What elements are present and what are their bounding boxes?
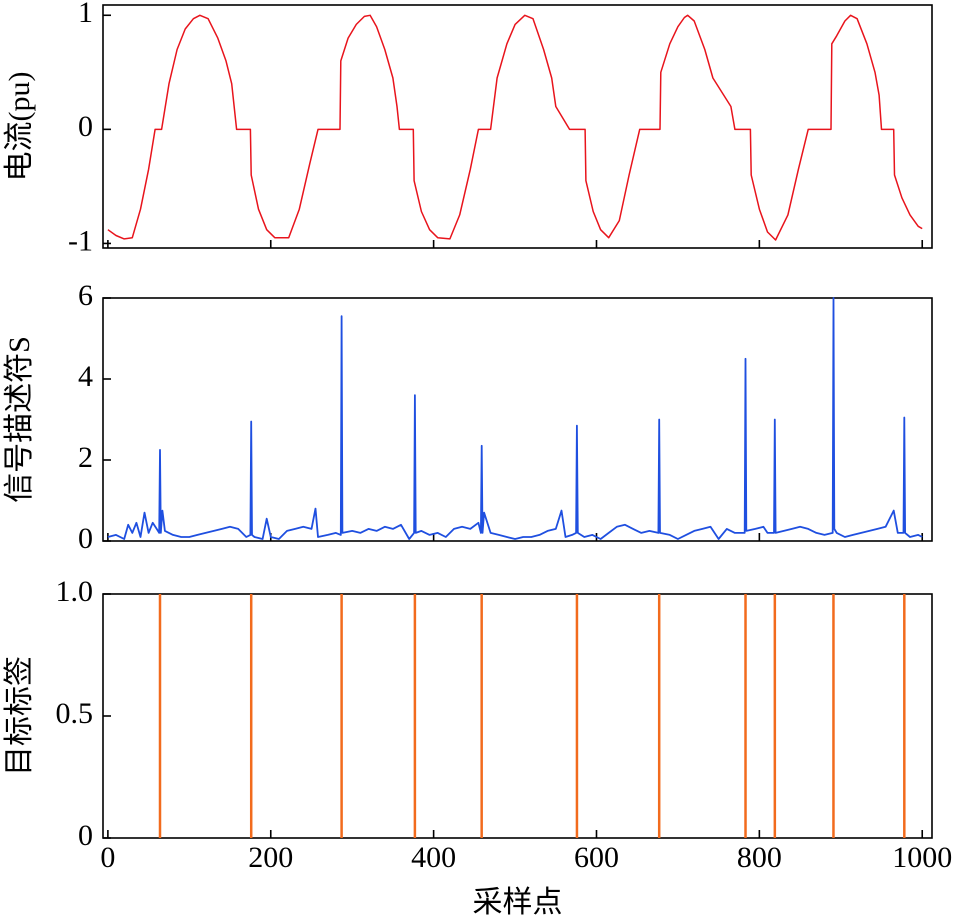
y-tick-label: 0 bbox=[78, 522, 93, 555]
plot-frame bbox=[102, 4, 933, 249]
x-tick-label: 600 bbox=[574, 841, 619, 874]
y-tick-label: -1 bbox=[68, 224, 93, 257]
y-tick-label: 1.0 bbox=[56, 575, 94, 608]
y-tick-label: 1 bbox=[78, 0, 93, 29]
plot-frame bbox=[102, 297, 933, 542]
x-tick-label: 200 bbox=[248, 841, 293, 874]
y-tick-label: 0 bbox=[78, 819, 93, 852]
y-tick-label: 0 bbox=[78, 110, 93, 143]
y-tick-label: 6 bbox=[78, 279, 93, 312]
data-line bbox=[107, 297, 923, 540]
x-axis-label: 采样点 bbox=[473, 886, 563, 919]
x-tick-label: 1000 bbox=[892, 841, 952, 874]
x-tick-label: 800 bbox=[737, 841, 782, 874]
y-axis-label: 电流(pu) bbox=[3, 72, 36, 182]
y-tick-label: 2 bbox=[78, 441, 93, 474]
y-axis-label: 目标标签 bbox=[3, 656, 36, 776]
x-tick-label: 0 bbox=[100, 841, 115, 874]
y-tick-label: 4 bbox=[78, 360, 93, 393]
x-tick-label: 400 bbox=[411, 841, 456, 874]
y-axis-label: 信号描述符S bbox=[3, 336, 36, 503]
plot-frame bbox=[102, 593, 933, 839]
data-line bbox=[107, 14, 923, 241]
y-tick-label: 0.5 bbox=[56, 697, 94, 730]
